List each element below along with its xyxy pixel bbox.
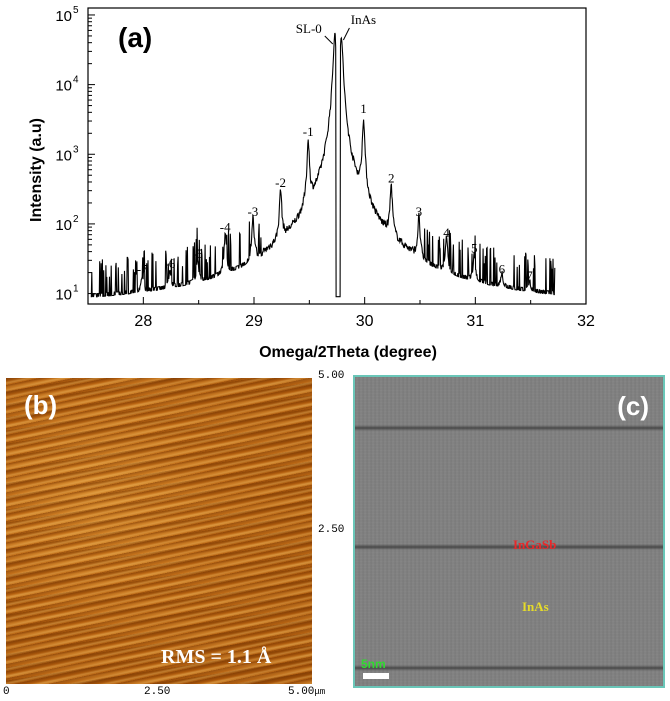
peak-label: InAs: [351, 12, 376, 27]
peak-label: 3: [416, 204, 423, 219]
x-tick-label: 31: [466, 313, 484, 330]
afm-bottom-tick: 2.50: [144, 686, 171, 698]
peak-label: 4: [443, 225, 450, 240]
tem-interface-line: [355, 544, 663, 550]
afm-right-tick: 2.50: [318, 524, 345, 536]
scale-bar: [363, 673, 389, 679]
sl0-arrow: [324, 35, 334, 45]
x-axis-label: Omega/2Theta (degree): [259, 344, 437, 361]
y-tick-exponent: 2: [73, 214, 79, 225]
y-tick-label: 10: [55, 78, 72, 95]
y-tick-exponent: 1: [73, 284, 79, 295]
afm-right-tick: 5.00: [318, 370, 345, 382]
panel-label-a: (a): [118, 22, 152, 53]
tem-interface-line: [355, 665, 663, 671]
x-tick-label: 32: [577, 313, 595, 330]
peak-label: -1: [303, 124, 314, 139]
panel-label-b: (b): [24, 390, 58, 420]
x-tick-label: 28: [134, 313, 152, 330]
y-tick-exponent: 5: [73, 5, 79, 16]
peak-label: -3: [247, 204, 258, 219]
xrd-trace: [90, 32, 556, 298]
peak-label: 1: [360, 101, 367, 116]
inas-arrow: [342, 27, 350, 41]
afm-bottom-tick: 5.00μm: [288, 686, 326, 698]
y-tick-exponent: 4: [73, 75, 79, 86]
peak-label: -7: [137, 261, 148, 276]
peak-label: -6: [164, 256, 175, 271]
peak-label: 7: [526, 268, 533, 283]
peak-labels: -7 -6 -5 -4 -3 -2 -1 SL-0 InAs 1 2 3 4 5 6 7: [137, 12, 534, 283]
peak-label: -4: [220, 219, 231, 234]
tem-interface-line: [355, 425, 663, 431]
rms-label: RMS = 1.1 Å: [161, 646, 272, 668]
y-tick-label: 10: [55, 8, 72, 25]
afm-image: (b) RMS = 1.1 Å: [6, 378, 312, 684]
tem-image: (c) InGaSb InAs 5nm: [353, 375, 665, 688]
x-tick-label: 30: [356, 313, 374, 330]
peak-label: 6: [499, 261, 506, 276]
afm-unit: μm: [314, 687, 326, 697]
xrd-intensity-line: [90, 32, 556, 298]
peak-label: 2: [388, 171, 395, 186]
peak-label: -2: [275, 175, 286, 190]
plot-frame: [87, 7, 587, 305]
y-axis-label: Intensity (a.u): [28, 118, 45, 222]
ingasb-label: InGaSb: [513, 537, 557, 552]
panel-label-c: (c): [617, 391, 649, 421]
y-tick-label: 10: [55, 147, 72, 164]
peak-label: SL-0: [296, 21, 322, 36]
inas-label: InAs: [522, 599, 549, 614]
afm-bottom-tick: 0: [3, 686, 10, 698]
scale-bar-label: 5nm: [361, 657, 386, 671]
peak-label: -5: [192, 246, 203, 261]
peak-label: 5: [471, 240, 478, 255]
y-tick-label: 10: [55, 217, 72, 234]
y-tick-exponent: 3: [73, 144, 79, 155]
x-tick-label: 29: [245, 313, 263, 330]
y-tick-label: 10: [55, 287, 72, 304]
